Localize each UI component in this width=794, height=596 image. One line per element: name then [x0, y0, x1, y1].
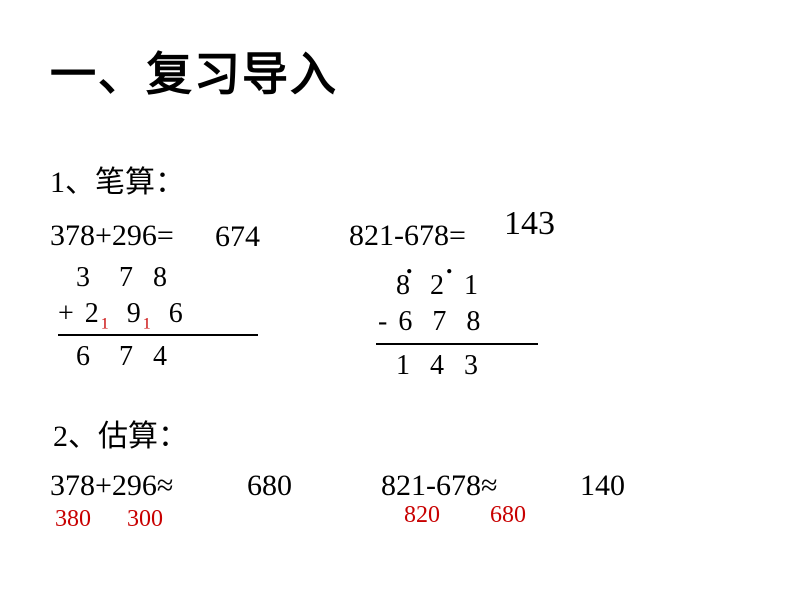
- estimate-4: 680: [490, 502, 526, 529]
- page-title: 一、复习导入: [50, 38, 338, 104]
- equation-3: 378+296≈: [50, 469, 173, 503]
- sum-result: 6 7 4: [58, 339, 258, 375]
- section-1-label: 1、笔算：: [50, 157, 185, 201]
- carry-1: 1: [101, 316, 109, 333]
- equation-4: 821-678≈: [381, 469, 497, 503]
- addend-1: 3 7 8: [58, 260, 258, 296]
- equation-2-answer: 143: [504, 205, 555, 243]
- section-2-label: 2、估算：: [53, 411, 188, 455]
- estimate-2: 300: [127, 506, 163, 533]
- addend-2-part1: + 2: [58, 298, 101, 329]
- addend-2-part2: 9: [109, 298, 143, 329]
- addend-2: + 21 91 6: [58, 296, 258, 332]
- addend-2-part3: 6: [151, 298, 185, 329]
- equation-3-answer: 680: [247, 469, 292, 503]
- equation-1: 378+296=: [50, 219, 174, 253]
- carry-2: 1: [143, 316, 151, 333]
- calc-line-2: [376, 343, 538, 345]
- vertical-calc-addition: 3 7 8 + 21 91 6 6 7 4: [58, 260, 258, 375]
- equation-2: 821-678=: [349, 219, 466, 253]
- estimate-1: 380: [55, 506, 91, 533]
- equation-1-answer: 674: [215, 220, 260, 254]
- estimate-3: 820: [404, 502, 440, 529]
- equation-4-answer: 140: [580, 469, 625, 503]
- difference-result: 1 4 3: [369, 348, 538, 384]
- vertical-calc-subtraction: 8 2 1 - 6 7 8 1 4 3: [369, 268, 538, 384]
- calc-line-1: [58, 334, 258, 336]
- minuend: 8 2 1: [369, 268, 538, 304]
- subtrahend: - 6 7 8: [369, 304, 538, 340]
